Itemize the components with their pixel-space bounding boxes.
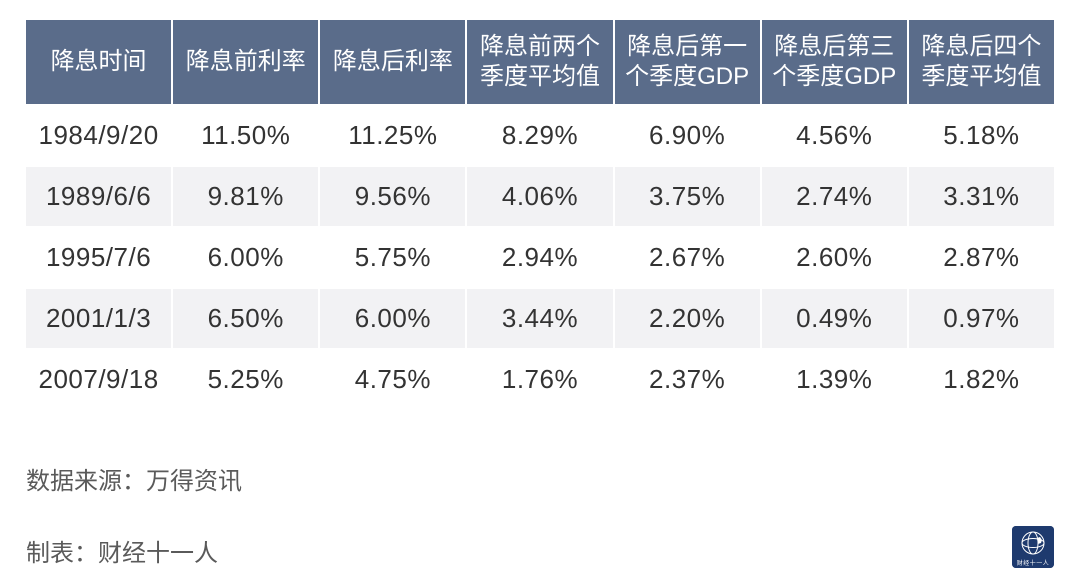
cell: 1.82% xyxy=(909,350,1054,409)
cell: 1.76% xyxy=(467,350,612,409)
cell: 9.56% xyxy=(320,167,465,226)
cell: 6.00% xyxy=(320,289,465,348)
cell: 6.00% xyxy=(173,228,318,287)
col-header: 降息后利率 xyxy=(320,20,465,104)
cell: 3.44% xyxy=(467,289,612,348)
cell: 9.81% xyxy=(173,167,318,226)
rate-cut-table: 降息时间 降息前利率 降息后利率 降息前两个季度平均值 降息后第一个季度GDP … xyxy=(24,18,1056,411)
cell-date: 1995/7/6 xyxy=(26,228,171,287)
cell: 4.56% xyxy=(762,106,907,165)
cell: 11.25% xyxy=(320,106,465,165)
col-header: 降息时间 xyxy=(26,20,171,104)
cell-date: 2007/9/18 xyxy=(26,350,171,409)
table-credit-label: 制表：财经十一人 xyxy=(26,533,218,568)
table-row: 1995/7/6 6.00% 5.75% 2.94% 2.67% 2.60% 2… xyxy=(26,228,1054,287)
table-body: 1984/9/20 11.50% 11.25% 8.29% 6.90% 4.56… xyxy=(26,106,1054,409)
cell: 5.75% xyxy=(320,228,465,287)
cell: 2.67% xyxy=(615,228,760,287)
cell: 2.37% xyxy=(615,350,760,409)
cell: 8.29% xyxy=(467,106,612,165)
cell: 0.49% xyxy=(762,289,907,348)
table-row: 2001/1/3 6.50% 6.00% 3.44% 2.20% 0.49% 0… xyxy=(26,289,1054,348)
cell: 4.06% xyxy=(467,167,612,226)
cell: 4.75% xyxy=(320,350,465,409)
cell: 6.50% xyxy=(173,289,318,348)
cell: 5.18% xyxy=(909,106,1054,165)
cell: 5.25% xyxy=(173,350,318,409)
cell: 2.74% xyxy=(762,167,907,226)
col-header: 降息后第一个季度GDP xyxy=(615,20,760,104)
cell: 1.39% xyxy=(762,350,907,409)
table-row: 2007/9/18 5.25% 4.75% 1.76% 2.37% 1.39% … xyxy=(26,350,1054,409)
table-row: 1989/6/6 9.81% 9.56% 4.06% 3.75% 2.74% 3… xyxy=(26,167,1054,226)
cell-date: 1984/9/20 xyxy=(26,106,171,165)
col-header: 降息前利率 xyxy=(173,20,318,104)
cell-date: 2001/1/3 xyxy=(26,289,171,348)
cell: 3.31% xyxy=(909,167,1054,226)
table-container: 降息时间 降息前利率 降息后利率 降息前两个季度平均值 降息后第一个季度GDP … xyxy=(0,0,1080,411)
cell: 6.90% xyxy=(615,106,760,165)
cell: 2.20% xyxy=(615,289,760,348)
data-source-label: 数据来源：万得资讯 xyxy=(26,461,1054,496)
footer: 数据来源：万得资讯 制表：财经十一人 财经十一人 xyxy=(0,461,1080,568)
col-header: 降息后第三个季度GDP xyxy=(762,20,907,104)
cell: 2.87% xyxy=(909,228,1054,287)
cell: 2.60% xyxy=(762,228,907,287)
cell: 0.97% xyxy=(909,289,1054,348)
cell-date: 1989/6/6 xyxy=(26,167,171,226)
col-header: 降息前两个季度平均值 xyxy=(467,20,612,104)
cell: 3.75% xyxy=(615,167,760,226)
cell: 2.94% xyxy=(467,228,612,287)
table-row: 1984/9/20 11.50% 11.25% 8.29% 6.90% 4.56… xyxy=(26,106,1054,165)
logo-caption: 财经十一人 xyxy=(1012,558,1054,567)
col-header: 降息后四个季度平均值 xyxy=(909,20,1054,104)
table-header-row: 降息时间 降息前利率 降息后利率 降息前两个季度平均值 降息后第一个季度GDP … xyxy=(26,20,1054,104)
cell: 11.50% xyxy=(173,106,318,165)
footer-row: 制表：财经十一人 财经十一人 xyxy=(26,526,1054,568)
publisher-logo-icon: 财经十一人 xyxy=(1012,526,1054,568)
